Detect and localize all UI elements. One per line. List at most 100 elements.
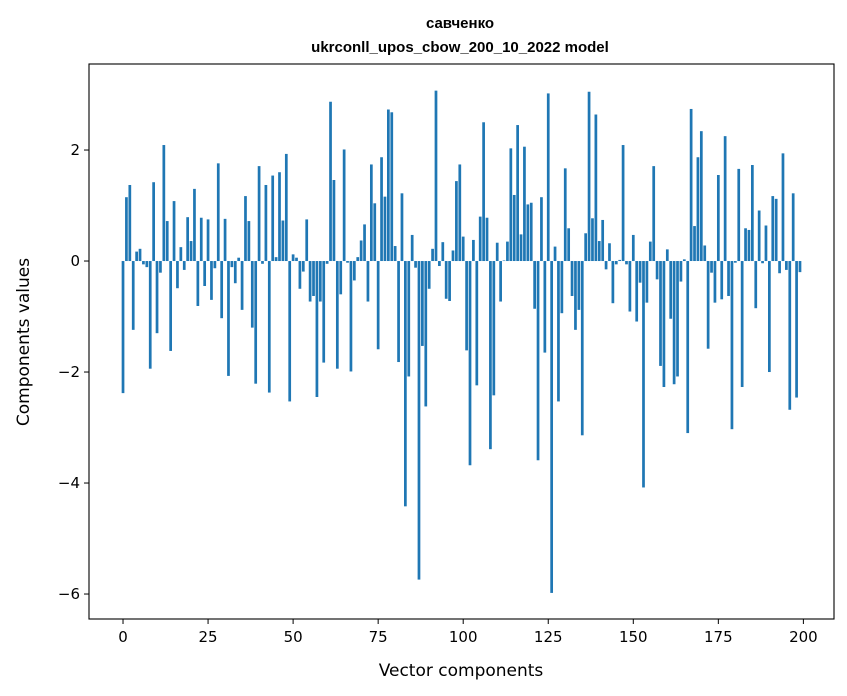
- bar: [679, 261, 683, 282]
- bar: [536, 261, 540, 461]
- bar: [264, 184, 268, 262]
- bar: [553, 246, 557, 262]
- bar: [342, 149, 346, 262]
- bar: [376, 261, 380, 350]
- bar: [216, 163, 220, 262]
- plot-frame: [88, 63, 835, 620]
- y-tick-label: 2: [70, 141, 80, 159]
- bar: [611, 261, 615, 304]
- bar: [455, 181, 458, 262]
- bar: [189, 241, 193, 262]
- bar: [305, 219, 309, 262]
- bar: [669, 261, 673, 319]
- bar: [540, 197, 543, 262]
- bar: [703, 245, 707, 262]
- bar: [138, 248, 142, 262]
- bar: [417, 261, 421, 580]
- bar: [475, 261, 479, 386]
- bar: [591, 218, 594, 262]
- bar: [165, 221, 169, 262]
- bar: [284, 153, 288, 262]
- bar: [604, 261, 608, 270]
- bar: [213, 261, 217, 269]
- bar: [509, 148, 513, 262]
- bar: [750, 165, 754, 262]
- bar: [686, 261, 690, 434]
- bar: [247, 221, 251, 262]
- bar: [730, 261, 734, 430]
- bar: [764, 225, 768, 262]
- bar: [465, 261, 468, 351]
- bar: [363, 224, 366, 262]
- bar: [699, 131, 703, 262]
- bar: [788, 261, 792, 410]
- bar: [359, 240, 363, 262]
- bar: [400, 193, 404, 262]
- bar: [250, 261, 254, 328]
- bar: [159, 261, 162, 273]
- x-tick-label: 50: [284, 628, 303, 646]
- bar: [267, 261, 271, 393]
- bar: [410, 234, 414, 262]
- bar: [485, 217, 489, 262]
- x-tick-label: 175: [704, 628, 733, 646]
- bar: [478, 216, 482, 262]
- bar: [546, 93, 550, 262]
- bar: [172, 201, 176, 262]
- bar: [257, 166, 261, 262]
- bar: [716, 175, 720, 262]
- bar: [798, 261, 802, 273]
- bar: [125, 197, 128, 262]
- y-tick-label: −4: [58, 474, 80, 492]
- bar: [727, 261, 730, 296]
- bar: [618, 259, 622, 262]
- x-tick-label: 75: [369, 628, 388, 646]
- bar: [567, 228, 571, 262]
- bar: [121, 261, 125, 394]
- bar: [472, 239, 475, 262]
- x-tick-label: 100: [449, 628, 478, 646]
- bar: [438, 261, 441, 267]
- bar: [271, 175, 275, 262]
- bar: [665, 249, 669, 262]
- bar: [206, 219, 210, 262]
- bar: [601, 219, 605, 262]
- bar: [744, 228, 747, 262]
- bar: [274, 257, 278, 262]
- bar: [332, 179, 336, 262]
- bar: [397, 261, 400, 363]
- bar: [162, 145, 166, 262]
- bar: [696, 157, 700, 262]
- bar: [693, 226, 696, 262]
- bar: [723, 136, 727, 262]
- bar: [131, 261, 135, 330]
- bar: [329, 101, 332, 262]
- bar: [659, 261, 662, 366]
- bar: [240, 261, 244, 310]
- bar: [369, 164, 373, 262]
- bar: [771, 196, 775, 262]
- bar: [152, 182, 155, 262]
- bar: [689, 108, 693, 262]
- bar: [570, 261, 574, 296]
- bar: [608, 243, 611, 262]
- bar: [380, 157, 383, 262]
- bar: [519, 234, 523, 262]
- bar: [295, 257, 298, 262]
- bar: [227, 261, 230, 376]
- bar: [577, 261, 581, 310]
- bar: [278, 172, 281, 262]
- bar: [176, 261, 179, 289]
- bar: [315, 261, 319, 397]
- bar: [322, 261, 326, 363]
- bar: [754, 261, 758, 309]
- x-axis-ticks: 0 25 50 75 100 125 150 175 200: [118, 619, 818, 646]
- bar: [223, 218, 227, 262]
- y-axis-ticks: 2 0 −2 −4 −6: [58, 141, 89, 603]
- bar: [614, 261, 618, 265]
- chart-subtitle: ukrconll_upos_cbow_200_10_2022 model: [311, 39, 609, 56]
- bar: [451, 250, 455, 262]
- bar: [791, 193, 795, 262]
- bar: [135, 251, 138, 262]
